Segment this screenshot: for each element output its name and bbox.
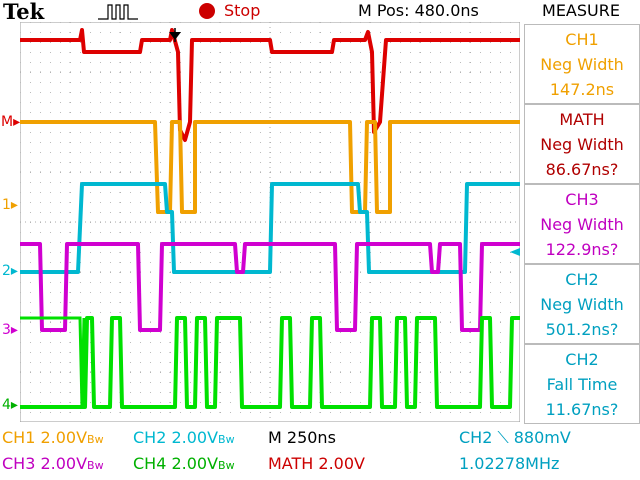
math-waveform — [20, 28, 520, 142]
ch4-waveform-top — [20, 316, 86, 408]
channel-marker-ch3: 3▸ — [2, 322, 18, 338]
measurement-value: 147.2ns — [549, 80, 615, 99]
channel-marker-ch1: 1▸ — [2, 197, 18, 213]
timebase: M 250ns — [268, 428, 336, 447]
measurement-type: Neg Width — [540, 135, 624, 154]
measurement-value: 501.2ns? — [545, 320, 619, 339]
trigger-level-marker — [510, 248, 520, 256]
waveform-display — [20, 22, 520, 422]
measurement-type: Neg Width — [540, 215, 624, 234]
measurement-value: 86.67ns? — [545, 160, 619, 179]
measurement-type: Neg Width — [540, 295, 624, 314]
channel-marker-math: M▸ — [1, 114, 21, 130]
measurement-source: MATH — [559, 110, 605, 129]
channel-readout-bar: CH1 2.00VBw CH2 2.00VBw M 250ns CH2 ⟍ 88… — [0, 428, 640, 480]
brand-logo: Tek — [3, 0, 45, 24]
ch4-scale: CH4 2.00VBw — [133, 454, 235, 473]
acquisition-stop-icon — [199, 3, 215, 19]
horizontal-position: M Pos: 480.0ns — [358, 1, 479, 20]
ch2-scale: CH2 2.00VBw — [133, 428, 235, 447]
measurement-3[interactable]: CH3 Neg Width 122.9ns? — [524, 184, 640, 264]
measurement-5[interactable]: CH2 Fall Time 11.67ns? — [524, 344, 640, 424]
channel-marker-ch2: 2▸ — [2, 263, 18, 279]
status-bar: Tek Stop M Pos: 480.0ns — [0, 0, 520, 24]
measurement-1[interactable]: CH1 Neg Width 147.2ns — [524, 24, 640, 104]
measurement-type: Neg Width — [540, 55, 624, 74]
trigger-frequency: 1.02278MHz — [459, 454, 560, 473]
trigger-pulse-icon — [98, 4, 138, 20]
measurement-source: CH2 — [565, 350, 599, 369]
measurement-4[interactable]: CH2 Neg Width 501.2ns? — [524, 264, 640, 344]
ch4-waveform — [20, 316, 520, 409]
trigger-readout: CH2 ⟍ 880mV — [459, 428, 571, 447]
trigger-position-marker — [169, 28, 181, 42]
measurement-2[interactable]: MATH Neg Width 86.67ns? — [524, 104, 640, 184]
ch3-waveform — [20, 242, 520, 332]
measurement-type: Fall Time — [546, 375, 618, 394]
acquisition-status: Stop — [224, 1, 261, 20]
measurement-source: CH3 — [565, 190, 599, 209]
math-scale: MATH 2.00V — [268, 454, 365, 473]
measure-title: MEASURE — [542, 1, 620, 20]
measurement-value: 11.67ns? — [545, 400, 619, 419]
measurement-source: CH1 — [565, 30, 599, 49]
channel-marker-ch4: 4▸ — [2, 397, 18, 413]
ch1-scale: CH1 2.00VBw — [2, 428, 104, 447]
measurement-value: 122.9ns? — [545, 240, 619, 259]
ch3-scale: CH3 2.00VBw — [2, 454, 104, 473]
measurement-source: CH2 — [565, 270, 599, 289]
measure-panel: MEASURE CH1 Neg Width 147.2ns MATH Neg W… — [522, 0, 640, 430]
ch2-waveform — [20, 182, 520, 274]
